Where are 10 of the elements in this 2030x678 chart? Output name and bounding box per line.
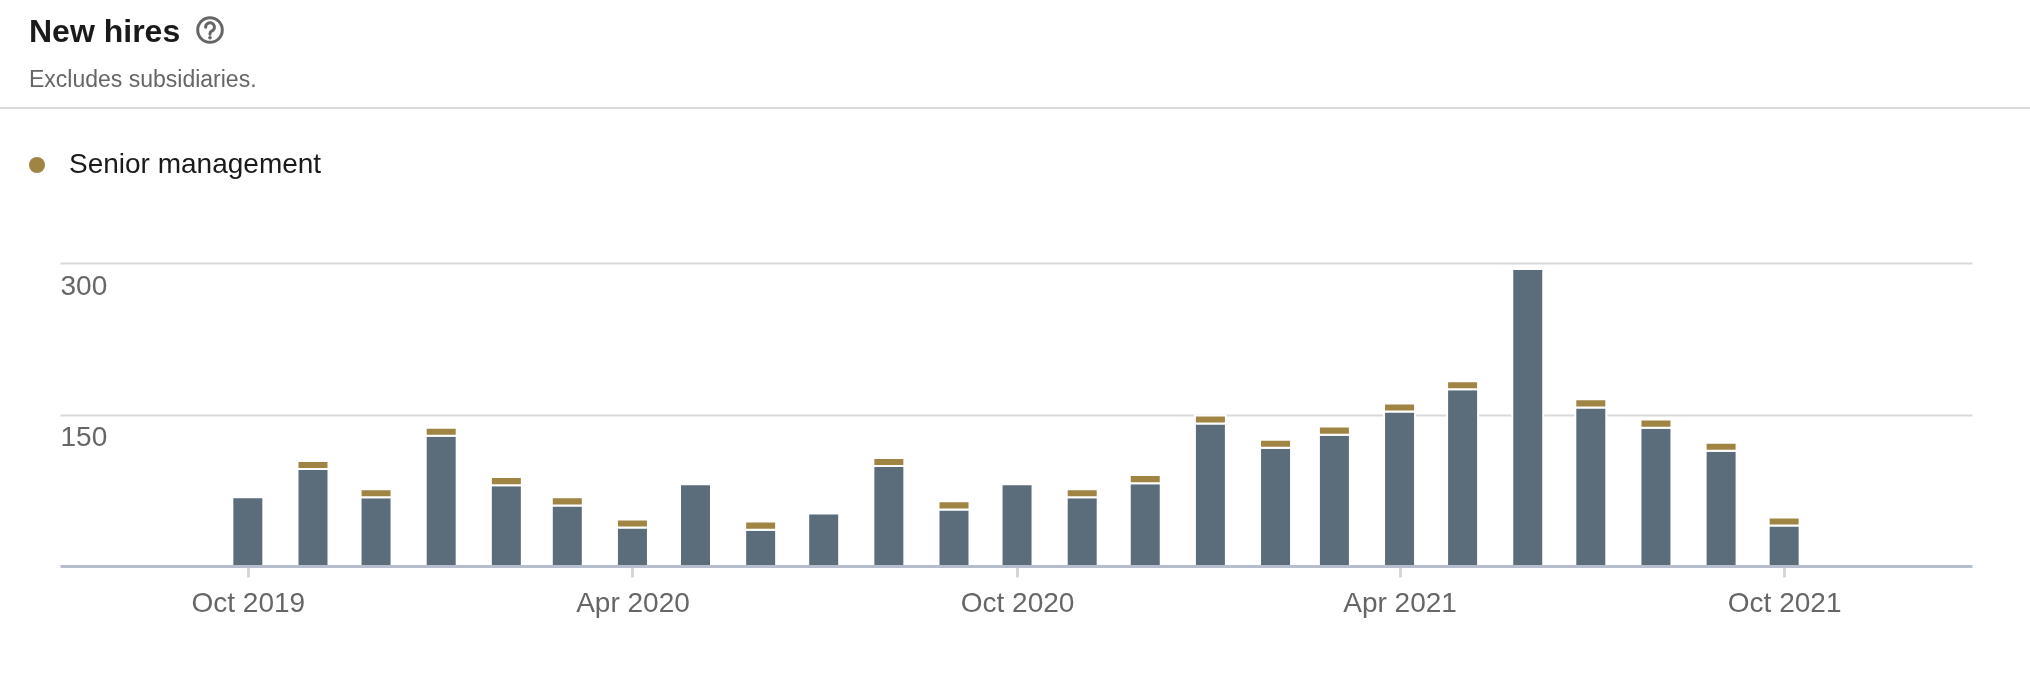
x-tick-label: Oct 2019 bbox=[191, 586, 306, 618]
chart-title: New hires bbox=[29, 13, 181, 49]
y-tick-label: 150 bbox=[60, 421, 108, 452]
x-tick-label: Oct 2021 bbox=[1727, 586, 1842, 618]
legend-label: Senior management bbox=[69, 148, 322, 179]
x-tick-label: Apr 2020 bbox=[576, 586, 690, 618]
y-tick-label: 300 bbox=[60, 269, 108, 301]
x-tick-label: Oct 2020 bbox=[960, 586, 1075, 618]
x-tick-label: Apr 2021 bbox=[1343, 586, 1457, 618]
chart-subtitle: Excludes subsidiaries. bbox=[29, 66, 257, 92]
